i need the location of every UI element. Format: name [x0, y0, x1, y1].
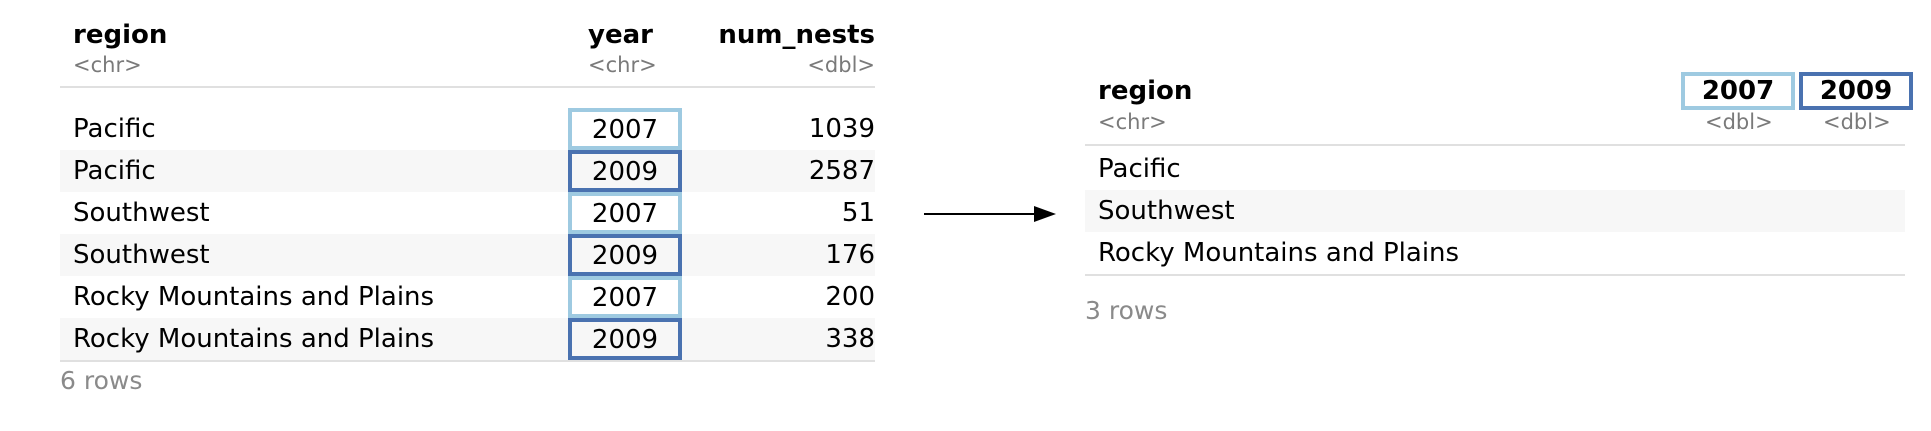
table-row: Southwest 2009 176 — [60, 234, 875, 276]
year-cell-2009: 2009 — [568, 318, 682, 360]
region-cell: Rocky Mountains and Plains — [73, 324, 435, 354]
num-nests-cell: 51 — [841, 198, 875, 228]
region-cell: Southwest — [73, 198, 210, 228]
num-nests-cell: 176 — [825, 240, 875, 270]
right-col-type-2007: <dbl> — [1705, 110, 1773, 134]
table-row: Rocky Mountains and Plains — [1085, 232, 1905, 274]
table-row: Rocky Mountains and Plains 2007 200 — [60, 276, 875, 318]
left-col-header-num-nests: num_nests — [718, 20, 875, 50]
right-col-type-2009: <dbl> — [1823, 110, 1891, 134]
left-row-count: 6 rows — [60, 366, 143, 395]
region-cell: Southwest — [73, 240, 210, 270]
year-cell-2007: 2007 — [568, 192, 682, 234]
left-footer-rule — [60, 360, 875, 362]
num-nests-cell: 200 — [825, 282, 875, 312]
right-row-count: 3 rows — [1085, 296, 1168, 325]
region-cell: Pacific — [73, 156, 156, 186]
left-table: region <chr> year <chr> num_nests <dbl> … — [60, 18, 875, 398]
right-col-type-region: <chr> — [1098, 110, 1167, 134]
right-table: region <chr> 2007 <dbl> 2009 <dbl> Pacif… — [1085, 72, 1913, 278]
year-cell-2009: 2009 — [568, 150, 682, 192]
table-row: Rocky Mountains and Plains 2009 338 — [60, 318, 875, 360]
transform-arrow — [924, 206, 1056, 222]
num-nests-cell: 2587 — [808, 156, 875, 186]
region-cell: Southwest — [1098, 196, 1235, 226]
left-col-header-year: year — [588, 20, 653, 50]
num-nests-cell: 1039 — [808, 114, 875, 144]
right-col-header-2007: 2007 — [1681, 72, 1795, 110]
region-cell: Pacific — [73, 114, 156, 144]
region-cell: Rocky Mountains and Plains — [1098, 238, 1460, 268]
left-col-header-region: region — [73, 20, 168, 50]
right-header-rule — [1085, 144, 1905, 146]
right-col-header-region: region — [1098, 76, 1193, 106]
right-footer-rule — [1085, 274, 1905, 276]
left-header-rule — [60, 86, 875, 88]
year-cell-2007: 2007 — [568, 276, 682, 318]
year-cell-2009: 2009 — [568, 234, 682, 276]
table-row: Pacific 2007 1039 — [60, 108, 875, 150]
left-col-type-region: <chr> — [73, 53, 142, 77]
left-col-type-num-nests: <dbl> — [807, 53, 875, 77]
right-col-header-2009: 2009 — [1799, 72, 1913, 110]
table-row: Pacific — [1085, 148, 1905, 190]
table-row: Pacific 2009 2587 — [60, 150, 875, 192]
region-cell: Rocky Mountains and Plains — [73, 282, 435, 312]
table-row: Southwest 2007 51 — [60, 192, 875, 234]
year-cell-2007: 2007 — [568, 108, 682, 150]
num-nests-cell: 338 — [825, 324, 875, 354]
table-row: Southwest — [1085, 190, 1905, 232]
left-col-type-year: <chr> — [588, 53, 657, 77]
region-cell: Pacific — [1098, 154, 1181, 184]
